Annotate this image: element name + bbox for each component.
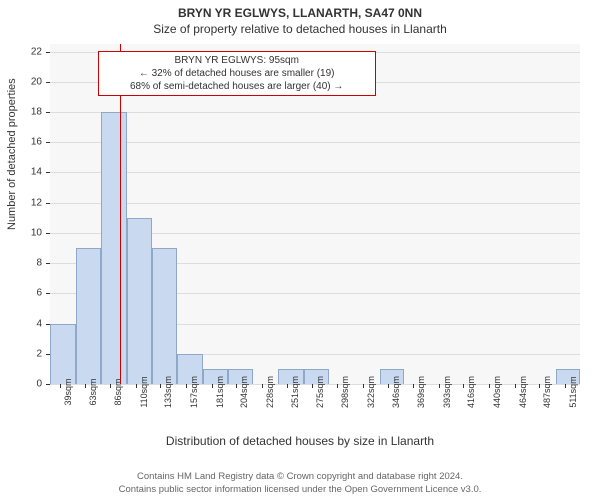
x-tick-mark (262, 384, 263, 388)
x-tick-label: 204sqm (239, 376, 249, 408)
y-tick-label: 18 (0, 107, 42, 118)
x-tick-label: 322sqm (366, 376, 376, 408)
chart-sub-title: Size of property relative to detached ho… (0, 20, 600, 36)
x-tick-mark (212, 384, 213, 388)
x-tick-mark (337, 384, 338, 388)
chart-main-title: BRYN YR EGLWYS, LLANARTH, SA47 0NN (0, 0, 600, 20)
y-tick-label: 6 (0, 288, 42, 299)
x-tick-mark (489, 384, 490, 388)
y-tick-label: 22 (0, 46, 42, 57)
y-tick-mark (46, 293, 50, 294)
x-tick-label: 86sqm (113, 378, 123, 405)
annotation-box: BRYN YR EGLWYS: 95sqm← 32% of detached h… (98, 51, 376, 96)
y-tick-mark (46, 112, 50, 113)
y-tick-mark (46, 354, 50, 355)
x-tick-mark (160, 384, 161, 388)
y-tick-label: 16 (0, 137, 42, 148)
x-tick-mark (236, 384, 237, 388)
grid-line (50, 203, 580, 204)
x-tick-mark (388, 384, 389, 388)
x-tick-mark (186, 384, 187, 388)
x-tick-label: 369sqm (416, 376, 426, 408)
x-tick-label: 346sqm (391, 376, 401, 408)
x-tick-mark (287, 384, 288, 388)
x-tick-mark (136, 384, 137, 388)
footer-line-1: Contains HM Land Registry data © Crown c… (0, 471, 600, 483)
y-tick-mark (46, 324, 50, 325)
x-tick-mark (85, 384, 86, 388)
y-tick-label: 12 (0, 197, 42, 208)
y-tick-label: 4 (0, 318, 42, 329)
y-tick-mark (46, 82, 50, 83)
plot-area: BRYN YR EGLWYS: 95sqm← 32% of detached h… (50, 44, 580, 384)
x-tick-mark (363, 384, 364, 388)
x-tick-mark (110, 384, 111, 388)
x-tick-mark (463, 384, 464, 388)
histogram-bar (127, 218, 152, 384)
x-tick-label: 275sqm (315, 376, 325, 408)
x-tick-label: 416sqm (466, 376, 476, 408)
x-tick-label: 298sqm (340, 376, 350, 408)
annotation-line: 68% of semi-detached houses are larger (… (105, 80, 369, 93)
y-tick-mark (46, 384, 50, 385)
x-axis-label: Distribution of detached houses by size … (0, 434, 600, 448)
y-tick-label: 10 (0, 227, 42, 238)
grid-line (50, 172, 580, 173)
histogram-bar (152, 248, 178, 384)
x-tick-mark (439, 384, 440, 388)
annotation-line: BRYN YR EGLWYS: 95sqm (105, 54, 369, 67)
y-tick-label: 0 (0, 379, 42, 390)
y-tick-label: 20 (0, 76, 42, 87)
x-tick-label: 464sqm (518, 376, 528, 408)
grid-line (50, 112, 580, 113)
histogram-bar (101, 112, 127, 384)
y-tick-mark (46, 233, 50, 234)
grid-line (50, 142, 580, 143)
x-tick-label: 487sqm (542, 376, 552, 408)
x-tick-label: 181sqm (215, 376, 225, 408)
footer-line-2: Contains public sector information licen… (0, 484, 600, 496)
x-tick-label: 63sqm (88, 378, 98, 405)
x-tick-label: 157sqm (189, 376, 199, 408)
histogram-bar (50, 324, 76, 384)
x-tick-mark (413, 384, 414, 388)
x-tick-label: 133sqm (163, 376, 173, 408)
y-tick-mark (46, 203, 50, 204)
footer-attribution: Contains HM Land Registry data © Crown c… (0, 471, 600, 496)
y-tick-label: 8 (0, 258, 42, 269)
x-tick-label: 251sqm (290, 376, 300, 408)
x-tick-label: 440sqm (492, 376, 502, 408)
x-tick-mark (515, 384, 516, 388)
y-tick-label: 14 (0, 167, 42, 178)
y-tick-label: 2 (0, 348, 42, 359)
x-tick-label: 393sqm (442, 376, 452, 408)
x-tick-label: 511sqm (568, 376, 578, 407)
y-tick-mark (46, 142, 50, 143)
annotation-line: ← 32% of detached houses are smaller (19… (105, 67, 369, 80)
y-tick-mark (46, 52, 50, 53)
y-tick-mark (46, 172, 50, 173)
histogram-bar (76, 248, 102, 384)
y-tick-mark (46, 263, 50, 264)
x-tick-mark (539, 384, 540, 388)
x-tick-mark (60, 384, 61, 388)
x-tick-label: 228sqm (265, 376, 275, 408)
x-tick-label: 110sqm (139, 376, 149, 407)
x-tick-label: 39sqm (63, 378, 73, 405)
x-tick-mark (312, 384, 313, 388)
x-tick-mark (565, 384, 566, 388)
